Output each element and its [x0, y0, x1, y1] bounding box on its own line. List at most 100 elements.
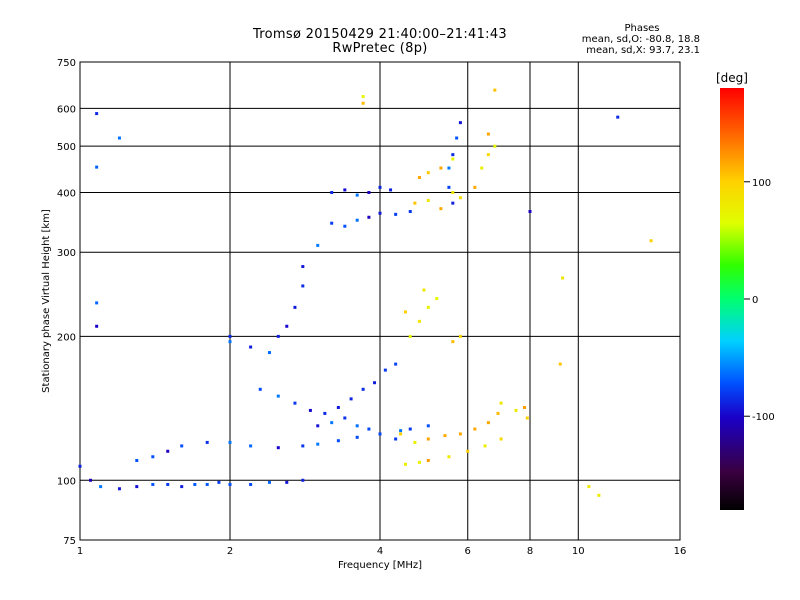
data-point-x: [403, 462, 407, 466]
data-point-o: [135, 485, 139, 489]
data-point-x: [473, 427, 477, 431]
data-point-x: [426, 171, 430, 175]
y-tick-label: 200: [57, 332, 76, 343]
data-point-o: [451, 153, 455, 157]
data-point-o: [135, 458, 139, 462]
data-point-x: [561, 276, 565, 280]
data-point-x: [439, 166, 443, 170]
data-point-o: [316, 243, 320, 247]
data-point-o: [408, 210, 412, 214]
data-point-o: [378, 211, 382, 215]
x-axis-ticks: 1 2 4 6 8 10 16: [77, 546, 687, 557]
chart-subtitle: RwPretec (8p): [332, 41, 428, 56]
data-point-o: [95, 301, 99, 305]
data-point-o: [316, 424, 320, 428]
y-axis-ticks: 75 100 200 300 400 500 600 750: [57, 58, 76, 547]
data-point-x: [458, 432, 462, 436]
x-tick-label: 1: [77, 546, 83, 557]
data-point-o: [389, 188, 393, 192]
data-point-x: [413, 440, 417, 444]
data-point-o: [228, 482, 232, 486]
data-point-x: [597, 493, 601, 497]
data-point-x: [499, 401, 503, 405]
y-tick-label: 75: [63, 536, 76, 547]
data-point-o: [267, 480, 271, 484]
data-point-o: [301, 478, 305, 482]
data-point-o: [301, 444, 305, 448]
data-point-o: [426, 424, 430, 428]
data-point-x: [558, 362, 562, 366]
data-point-o: [205, 440, 209, 444]
data-point-o: [399, 429, 403, 433]
data-point-o: [394, 212, 398, 216]
data-point-o: [228, 334, 232, 338]
data-point-x: [451, 190, 455, 194]
data-point-x: [403, 310, 407, 314]
y-tick-label: 300: [57, 248, 76, 259]
data-point-x: [451, 340, 455, 344]
data-point-o: [99, 485, 103, 489]
data-point-o: [166, 482, 170, 486]
colorbar-tick-label: 0: [752, 295, 758, 306]
data-point-x: [443, 434, 447, 438]
data-point-o: [95, 324, 99, 328]
data-point-x: [483, 444, 487, 448]
data-point-o: [330, 221, 334, 225]
data-point-x: [486, 153, 490, 157]
data-point-o: [367, 215, 371, 219]
data-point-x: [466, 449, 470, 453]
data-point-o: [528, 210, 532, 214]
data-point-o: [355, 218, 359, 222]
x-tick-label: 8: [527, 546, 533, 557]
data-point-x: [496, 411, 500, 415]
data-point-o: [355, 193, 359, 197]
data-point-o: [293, 305, 297, 309]
data-point-x: [417, 175, 421, 179]
data-point-o: [267, 351, 271, 355]
data-point-o: [336, 439, 340, 443]
plot-frame: [79, 61, 681, 541]
phases-stats-o: mean, sd,O: -80.8, 18.8: [581, 34, 700, 45]
data-point-o: [394, 437, 398, 441]
y-tick-label: 500: [57, 142, 76, 153]
data-point-x: [523, 405, 527, 409]
data-point-o: [276, 394, 280, 398]
data-point-o: [343, 224, 347, 228]
data-point-o: [301, 284, 305, 288]
data-point-o: [455, 136, 459, 140]
data-point-x: [493, 144, 497, 148]
data-point-o: [451, 201, 455, 205]
data-point-o: [367, 190, 371, 194]
data-point-o: [205, 482, 209, 486]
data-point-o: [95, 165, 99, 169]
data-point-x: [426, 458, 430, 462]
data-point-x: [649, 239, 653, 243]
data-point-x: [439, 207, 443, 211]
data-point-o: [330, 421, 334, 425]
data-points: [78, 88, 653, 497]
data-point-o: [228, 340, 232, 344]
data-point-o: [89, 478, 93, 482]
y-tick-label: 750: [57, 58, 76, 69]
data-point-x: [493, 88, 497, 92]
data-point-o: [378, 432, 382, 436]
phases-stats-title: Phases: [624, 23, 660, 34]
data-point-o: [285, 324, 289, 328]
data-point-x: [451, 157, 455, 161]
data-point-o: [276, 334, 280, 338]
data-point-o: [285, 480, 289, 484]
data-point-x: [417, 460, 421, 464]
x-tick-label: 4: [377, 546, 383, 557]
data-point-x: [408, 334, 412, 338]
data-point-x: [417, 319, 421, 323]
data-point-x: [361, 95, 365, 99]
colorbar: [720, 88, 744, 510]
data-point-x: [458, 334, 462, 338]
data-point-o: [258, 387, 262, 391]
data-point-o: [373, 381, 377, 385]
data-point-o: [249, 345, 253, 349]
data-point-o: [367, 427, 371, 431]
x-tick-label: 2: [227, 546, 233, 557]
grid-lines: [80, 62, 680, 540]
